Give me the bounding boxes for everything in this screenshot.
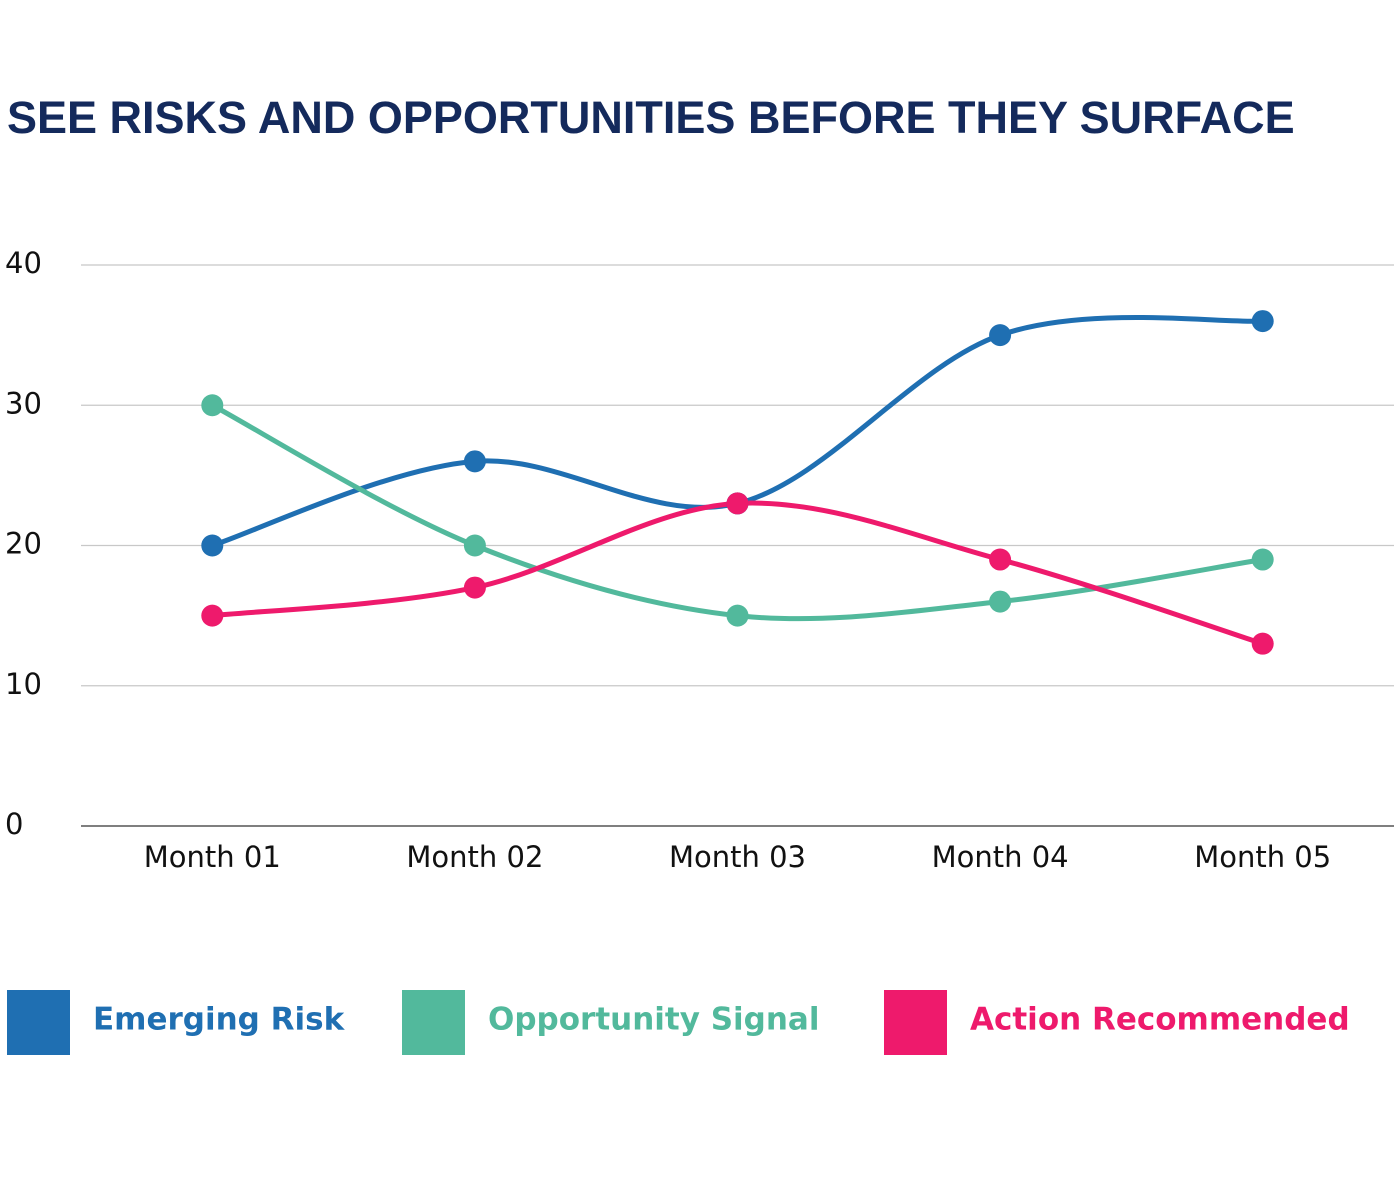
data-point: [463, 576, 486, 599]
x-tick-label: Month 03: [669, 840, 806, 874]
x-tick-label: Month 04: [932, 840, 1069, 874]
data-point: [1251, 548, 1274, 571]
data-point: [726, 492, 749, 515]
y-tick-label: 10: [5, 667, 42, 701]
data-point: [1251, 632, 1274, 655]
data-point: [201, 604, 224, 627]
data-point: [989, 548, 1012, 571]
data-point: [201, 534, 224, 557]
data-point: [726, 604, 749, 627]
chart-title: SEE RISKS AND OPPORTUNITIES BEFORE THEY …: [7, 92, 1295, 143]
x-tick-label: Month 01: [144, 840, 281, 874]
y-tick-label: 0: [5, 807, 23, 841]
x-tick-label: Month 05: [1194, 840, 1331, 874]
data-point: [463, 534, 486, 557]
legend-label: Emerging Risk: [93, 1002, 346, 1038]
legend-swatch: [7, 990, 70, 1055]
data-point: [1251, 310, 1274, 333]
data-point: [989, 324, 1012, 347]
legend-swatch: [884, 990, 947, 1055]
y-tick-label: 30: [5, 386, 42, 420]
legend-swatch: [402, 990, 465, 1055]
y-tick-label: 40: [5, 246, 42, 280]
x-tick-label: Month 02: [406, 840, 543, 874]
legend-label: Action Recommended: [970, 1002, 1350, 1038]
data-point: [201, 394, 224, 417]
y-tick-label: 20: [5, 527, 42, 561]
legend-label: Opportunity Signal: [488, 1002, 819, 1038]
data-point: [989, 590, 1012, 613]
data-point: [463, 450, 486, 473]
